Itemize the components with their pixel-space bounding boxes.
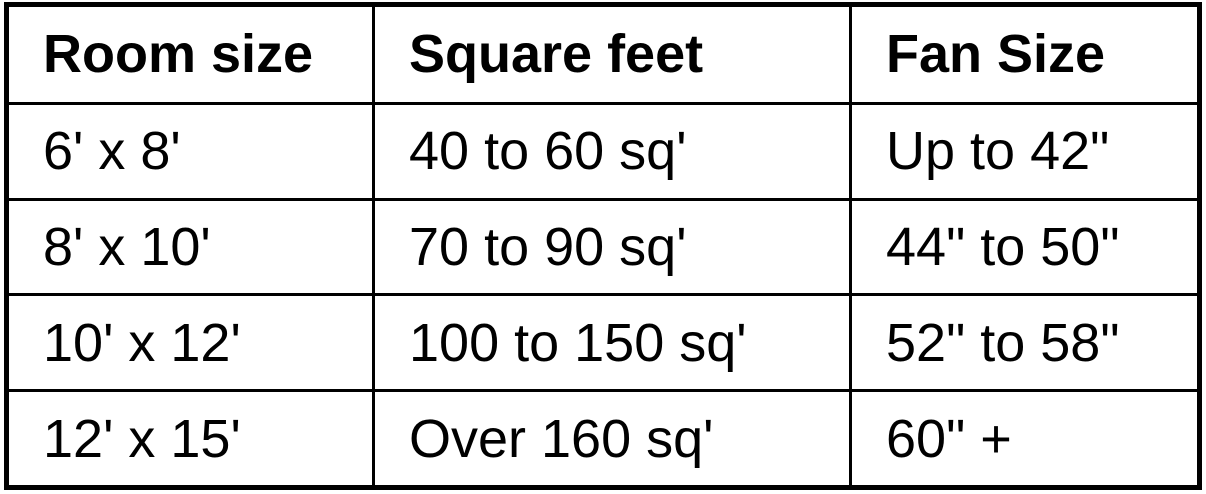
table-row: 6' x 8' 40 to 60 sq' Up to 42": [5, 101, 1201, 201]
cell-square-feet: 100 to 150 sq': [372, 293, 852, 393]
fan-size-table: Room size Square feet Fan Size 6' x 8' 4…: [4, 2, 1202, 490]
cell-fan-size: 52" to 58": [849, 293, 1201, 393]
table-row: 10' x 12' 100 to 150 sq' 52" to 58": [5, 293, 1201, 393]
cell-room-size: 10' x 12': [5, 293, 375, 393]
header-room-size: Room size: [5, 3, 375, 105]
table-row: 8' x 10' 70 to 90 sq' 44" to 50": [5, 197, 1201, 297]
header-fan-size: Fan Size: [849, 3, 1201, 105]
cell-square-feet: 70 to 90 sq': [372, 197, 852, 297]
cell-fan-size: 60" +: [849, 389, 1201, 489]
table-row: 12' x 15' Over 160 sq' 60" +: [5, 389, 1201, 489]
header-square-feet: Square feet: [372, 3, 852, 105]
cell-room-size: 12' x 15': [5, 389, 375, 489]
cell-square-feet: Over 160 sq': [372, 389, 852, 489]
cell-room-size: 8' x 10': [5, 197, 375, 297]
cell-square-feet: 40 to 60 sq': [372, 101, 852, 201]
cell-room-size: 6' x 8': [5, 101, 375, 201]
cell-fan-size: Up to 42": [849, 101, 1201, 201]
cell-fan-size: 44" to 50": [849, 197, 1201, 297]
header-row: Room size Square feet Fan Size: [5, 3, 1201, 105]
